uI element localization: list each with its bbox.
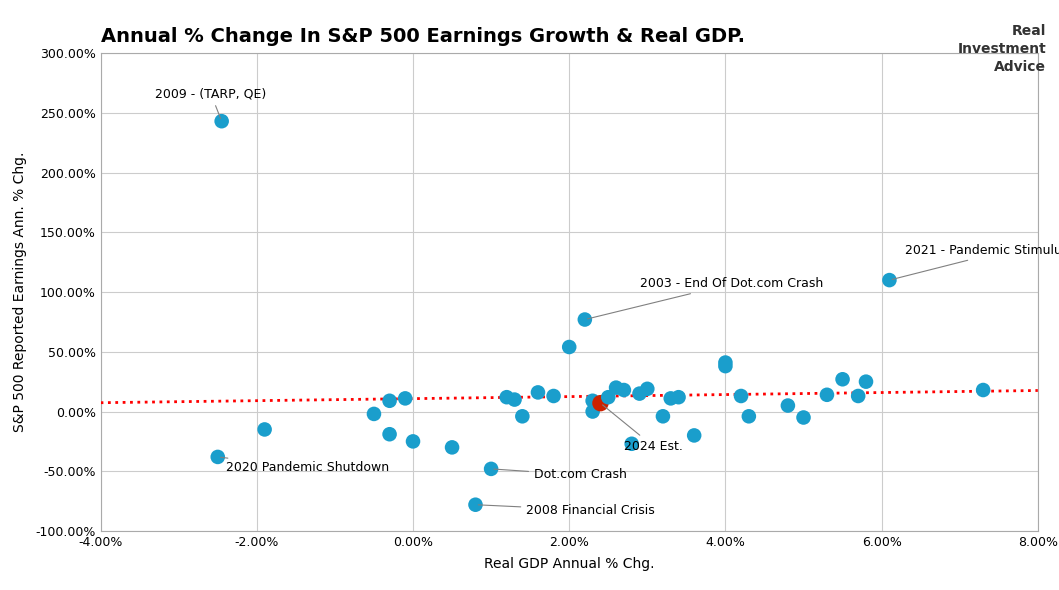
Point: [608, 383, 625, 392]
Text: Dot.com Crash: Dot.com Crash: [493, 468, 627, 481]
Point: [213, 116, 230, 126]
X-axis label: Real GDP Annual % Chg.: Real GDP Annual % Chg.: [484, 557, 654, 571]
Point: [444, 442, 461, 452]
Text: 2003 - End Of Dot.com Crash: 2003 - End Of Dot.com Crash: [588, 277, 823, 319]
Point: [662, 394, 679, 403]
Point: [654, 412, 671, 421]
Point: [834, 375, 851, 384]
Point: [740, 412, 757, 421]
Point: [405, 437, 421, 446]
Point: [592, 398, 609, 408]
Point: [615, 385, 632, 395]
Point: [849, 391, 866, 401]
Text: Annual % Change In S&P 500 Earnings Growth & Real GDP.: Annual % Change In S&P 500 Earnings Grow…: [101, 27, 744, 46]
Point: [514, 412, 531, 421]
Point: [686, 431, 703, 440]
Point: [819, 390, 836, 399]
Point: [530, 388, 546, 397]
Point: [624, 439, 641, 448]
Text: Real
Investment
Advice: Real Investment Advice: [957, 24, 1046, 74]
Text: 2024 Est.: 2024 Est.: [603, 405, 683, 453]
Point: [365, 409, 382, 419]
Point: [467, 500, 484, 509]
Point: [795, 413, 812, 422]
Point: [779, 401, 796, 410]
Point: [670, 392, 687, 402]
Point: [210, 452, 227, 461]
Point: [397, 394, 414, 403]
Point: [545, 391, 562, 401]
Point: [381, 396, 398, 405]
Point: [499, 392, 516, 402]
Point: [639, 384, 656, 394]
Point: [717, 362, 734, 371]
Point: [585, 396, 602, 405]
Text: 2009 - (TARP, QE): 2009 - (TARP, QE): [156, 87, 267, 119]
Point: [561, 342, 578, 352]
Point: [483, 464, 500, 474]
Point: [585, 407, 602, 417]
Point: [881, 276, 898, 285]
Point: [631, 389, 648, 398]
Point: [974, 385, 991, 395]
Point: [256, 425, 273, 434]
Text: 2021 - Pandemic Stimulus Surge: 2021 - Pandemic Stimulus Surge: [892, 244, 1059, 280]
Point: [506, 395, 523, 404]
Text: 2008 Financial Crisis: 2008 Financial Crisis: [479, 504, 656, 517]
Y-axis label: S&P 500 Reported Earnings Ann. % Chg.: S&P 500 Reported Earnings Ann. % Chg.: [13, 152, 28, 432]
Text: 2020 Pandemic Shutdown: 2020 Pandemic Shutdown: [220, 457, 389, 474]
Point: [576, 315, 593, 324]
Point: [381, 430, 398, 439]
Point: [599, 392, 616, 402]
Point: [717, 358, 734, 367]
Point: [858, 377, 875, 386]
Point: [733, 391, 750, 401]
